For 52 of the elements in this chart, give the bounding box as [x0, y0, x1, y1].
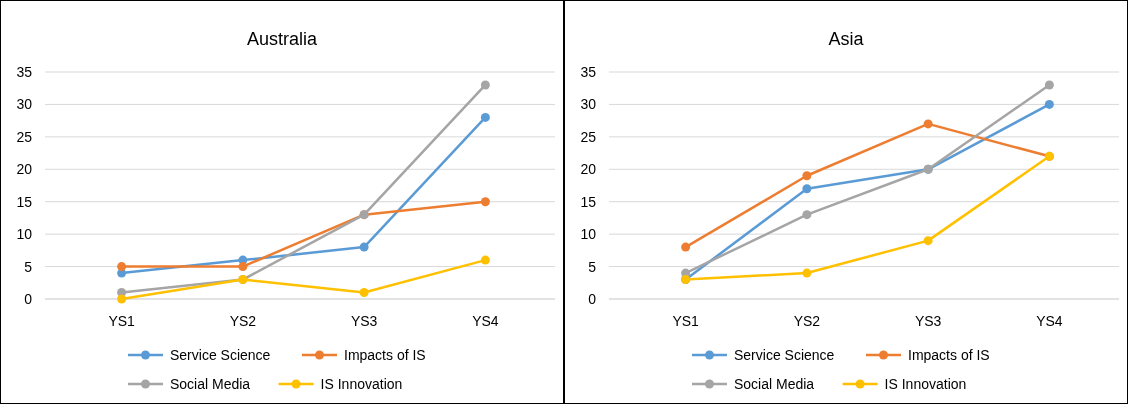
- point: [359, 242, 369, 252]
- y-tick-label: 0: [24, 291, 33, 307]
- point: [117, 294, 127, 304]
- legend-label: Service Science: [734, 347, 835, 363]
- x-tick-label: YS3: [350, 313, 378, 329]
- y-tick-label: 30: [16, 96, 33, 113]
- legend-label: Impacts of IS: [344, 347, 426, 363]
- point: [117, 262, 127, 272]
- point: [923, 119, 933, 129]
- y-tick-label: 15: [580, 193, 597, 210]
- x-tick-label: YS3: [914, 313, 942, 329]
- y-tick-label: 35: [16, 64, 33, 80]
- legend-label: Social Media: [734, 376, 815, 392]
- legend-label: IS Innovation: [320, 376, 403, 392]
- point: [802, 268, 812, 278]
- legend-label: Social Media: [170, 376, 251, 392]
- point: [923, 236, 933, 246]
- point: [1044, 99, 1054, 109]
- legend-label: Service Science: [170, 347, 271, 363]
- y-tick-label: 10: [16, 226, 33, 243]
- y-tick-label: 15: [16, 193, 33, 210]
- legend-label: Impacts of IS: [908, 347, 990, 363]
- point: [480, 255, 490, 265]
- y-tick-label: 5: [24, 258, 33, 275]
- point: [1044, 80, 1054, 90]
- point: [802, 184, 812, 194]
- legend-label: IS Innovation: [884, 376, 967, 392]
- x-tick-label: YS1: [108, 313, 136, 329]
- y-tick-label: 5: [588, 258, 597, 275]
- y-tick-label: 20: [580, 161, 597, 178]
- x-tick-label: YS4: [1036, 313, 1063, 329]
- point: [802, 171, 812, 181]
- point: [681, 242, 691, 252]
- y-tick-label: 10: [580, 226, 597, 243]
- point: [480, 112, 490, 122]
- point: [480, 197, 490, 207]
- point: [802, 210, 812, 220]
- point: [359, 288, 369, 298]
- x-tick-label: YS1: [672, 313, 700, 329]
- chart-title: Australia: [246, 29, 318, 49]
- y-tick-label: 25: [580, 128, 597, 145]
- x-tick-label: YS4: [472, 313, 499, 329]
- chart-title: Asia: [828, 29, 865, 49]
- y-tick-label: 35: [580, 64, 597, 80]
- y-tick-label: 0: [588, 291, 597, 307]
- y-tick-label: 20: [16, 161, 33, 178]
- x-tick-label: YS2: [793, 313, 821, 329]
- point: [238, 262, 248, 272]
- x-tick-label: YS2: [229, 313, 257, 329]
- point: [480, 80, 490, 90]
- y-tick-label: 25: [16, 128, 33, 145]
- y-tick-label: 30: [580, 96, 597, 113]
